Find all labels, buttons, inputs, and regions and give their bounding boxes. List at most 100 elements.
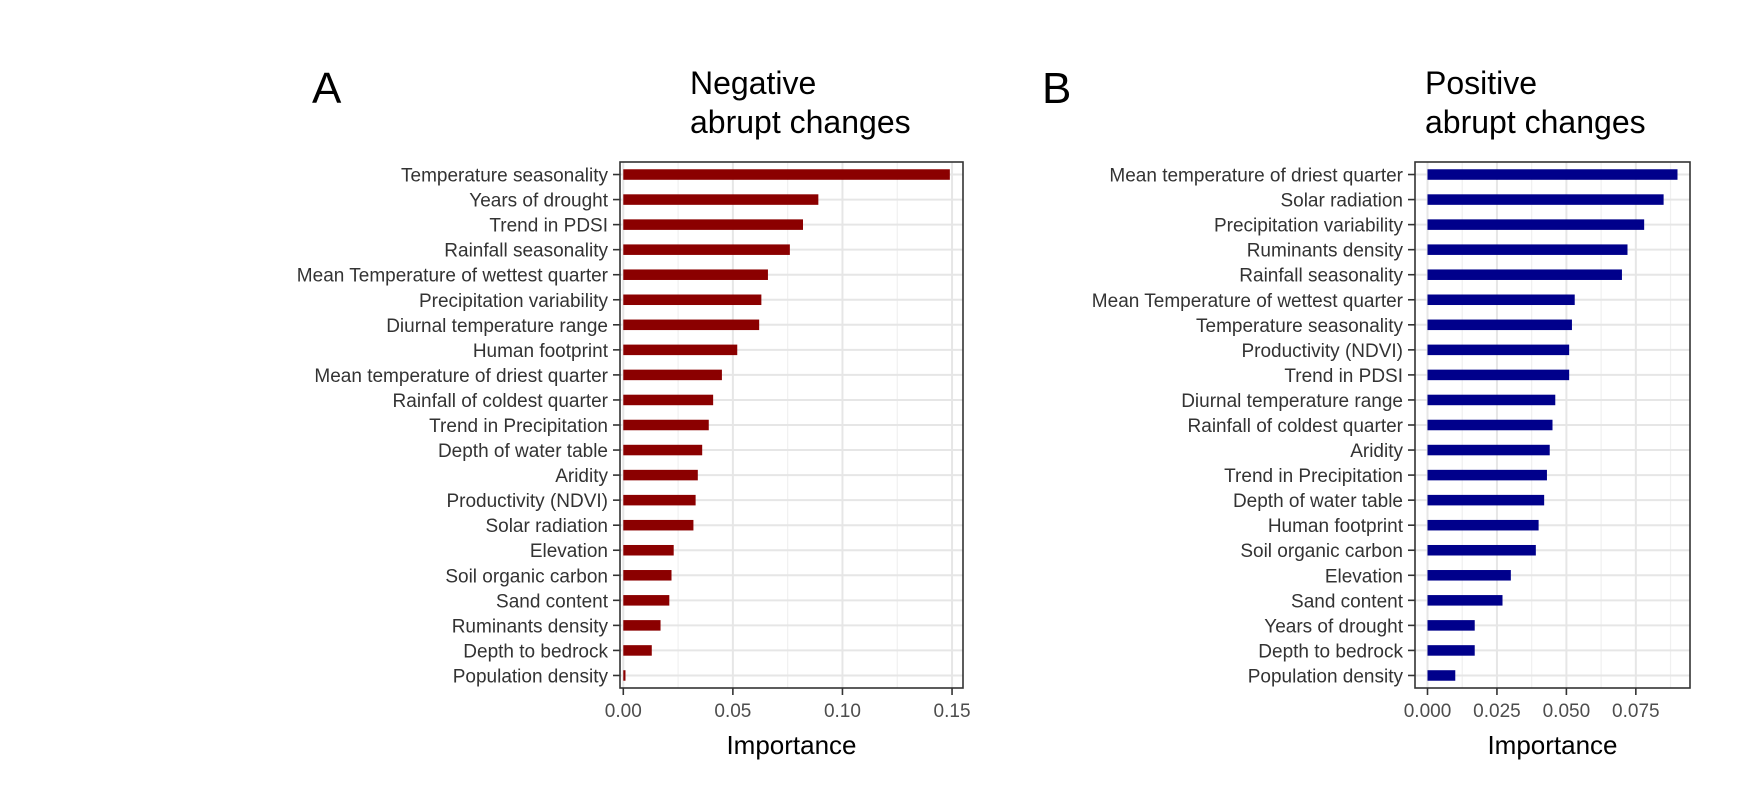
category-label: Rainfall of coldest quarter xyxy=(393,391,609,412)
x-tick-label: 0.025 xyxy=(1473,701,1521,722)
x-axis-title: Importance xyxy=(1487,730,1617,760)
x-tick-label: 0.05 xyxy=(714,701,751,722)
bar xyxy=(1427,344,1570,356)
bar xyxy=(623,620,661,631)
bar xyxy=(1427,244,1628,255)
category-label: Rainfall of coldest quarter xyxy=(1188,416,1404,437)
category-label: Precipitation variability xyxy=(419,291,609,312)
category-label: Human footprint xyxy=(473,341,609,362)
bar xyxy=(1427,219,1645,230)
category-label: Soil organic carbon xyxy=(445,566,608,587)
category-label: Rainfall seasonality xyxy=(444,241,608,262)
bar xyxy=(1427,645,1475,656)
category-label: Elevation xyxy=(1325,566,1403,587)
bar xyxy=(1427,394,1556,406)
category-label: Years of drought xyxy=(469,191,608,212)
category-label: Solar radiation xyxy=(485,516,608,537)
category-label: Human footprint xyxy=(1268,516,1404,537)
bar xyxy=(1427,444,1550,456)
bar xyxy=(1427,319,1572,331)
bar xyxy=(623,294,762,306)
bar xyxy=(1427,595,1503,606)
category-label: Sand content xyxy=(1291,591,1404,612)
panel-b: Mean temperature of driest quarter Solar … xyxy=(1042,64,1691,760)
x-tick-label: 0.075 xyxy=(1612,701,1660,722)
panel-title-line-2: abrupt changes xyxy=(1425,104,1646,140)
category-label: Temperature seasonality xyxy=(1196,316,1403,337)
x-tick-label: 0.050 xyxy=(1543,701,1591,722)
bar xyxy=(623,269,768,280)
category-label: Trend in Precipitation xyxy=(429,416,608,437)
bar xyxy=(623,595,670,606)
bar xyxy=(1427,544,1536,556)
x-tick-label: 0.000 xyxy=(1404,701,1452,722)
bar xyxy=(623,469,698,481)
x-tick-label: 0.15 xyxy=(934,701,971,722)
category-label: Trend in PDSI xyxy=(489,216,608,237)
bar xyxy=(1427,670,1456,681)
category-label: Productivity (NDVI) xyxy=(1241,341,1403,362)
category-label: Diurnal temperature range xyxy=(1181,391,1403,412)
category-label: Precipitation variability xyxy=(1214,216,1404,237)
bar xyxy=(623,244,790,255)
category-label: Solar radiation xyxy=(1280,191,1403,212)
category-label: Aridity xyxy=(555,466,608,487)
bar xyxy=(623,369,722,381)
bar xyxy=(1427,169,1678,180)
bar xyxy=(1427,194,1664,205)
bar xyxy=(623,544,674,556)
x-tick-label: 0.10 xyxy=(824,701,861,722)
category-label: Productivity (NDVI) xyxy=(446,491,608,512)
category-label: Diurnal temperature range xyxy=(386,316,608,337)
category-label: Trend in PDSI xyxy=(1284,366,1403,387)
category-label: Aridity xyxy=(1350,441,1403,462)
bar xyxy=(1427,570,1511,581)
bar xyxy=(623,419,709,431)
category-label: Rainfall seasonality xyxy=(1239,266,1403,287)
category-label: Temperature seasonality xyxy=(401,166,608,187)
category-label: Sand content xyxy=(496,591,609,612)
category-label: Ruminants density xyxy=(1247,241,1404,262)
category-label: Mean temperature of driest quarter xyxy=(314,366,608,387)
category-label: Mean Temperature of wettest quarter xyxy=(297,266,609,287)
category-label: Depth to bedrock xyxy=(463,641,608,662)
category-label: Population density xyxy=(453,666,609,687)
bar xyxy=(1427,269,1622,280)
bar xyxy=(623,319,760,331)
panel-a: Temperature seasonality Years of drought T… xyxy=(297,64,971,760)
panel-tag: A xyxy=(312,64,342,113)
bar xyxy=(623,344,738,356)
bar xyxy=(623,670,626,681)
bar xyxy=(623,494,696,506)
category-label: Trend in Precipitation xyxy=(1224,466,1403,487)
bar xyxy=(623,444,703,456)
bar xyxy=(623,219,804,230)
bar xyxy=(623,394,714,406)
panel-title-line-1: Negative xyxy=(690,65,816,101)
x-tick-label: 0.00 xyxy=(605,701,642,722)
bar xyxy=(1427,469,1547,481)
category-label: Depth of water table xyxy=(438,441,608,462)
category-label: Depth to bedrock xyxy=(1258,641,1403,662)
bar xyxy=(623,570,672,581)
bar xyxy=(623,519,694,531)
panel-tag: B xyxy=(1042,64,1071,113)
category-label: Depth of water table xyxy=(1233,491,1403,512)
category-label: Mean Temperature of wettest quarter xyxy=(1092,291,1404,312)
bar xyxy=(623,194,819,205)
bar xyxy=(1427,294,1575,306)
category-label: Mean temperature of driest quarter xyxy=(1109,166,1403,187)
category-label: Elevation xyxy=(530,541,608,562)
bar xyxy=(623,169,950,180)
bar xyxy=(623,645,652,656)
category-label: Ruminants density xyxy=(452,616,609,637)
bar xyxy=(1427,620,1475,631)
x-axis-title: Importance xyxy=(726,730,856,760)
category-label: Years of drought xyxy=(1264,616,1403,637)
category-label: Soil organic carbon xyxy=(1240,541,1403,562)
bar xyxy=(1427,419,1553,431)
bar xyxy=(1427,494,1545,506)
bar xyxy=(1427,519,1539,531)
